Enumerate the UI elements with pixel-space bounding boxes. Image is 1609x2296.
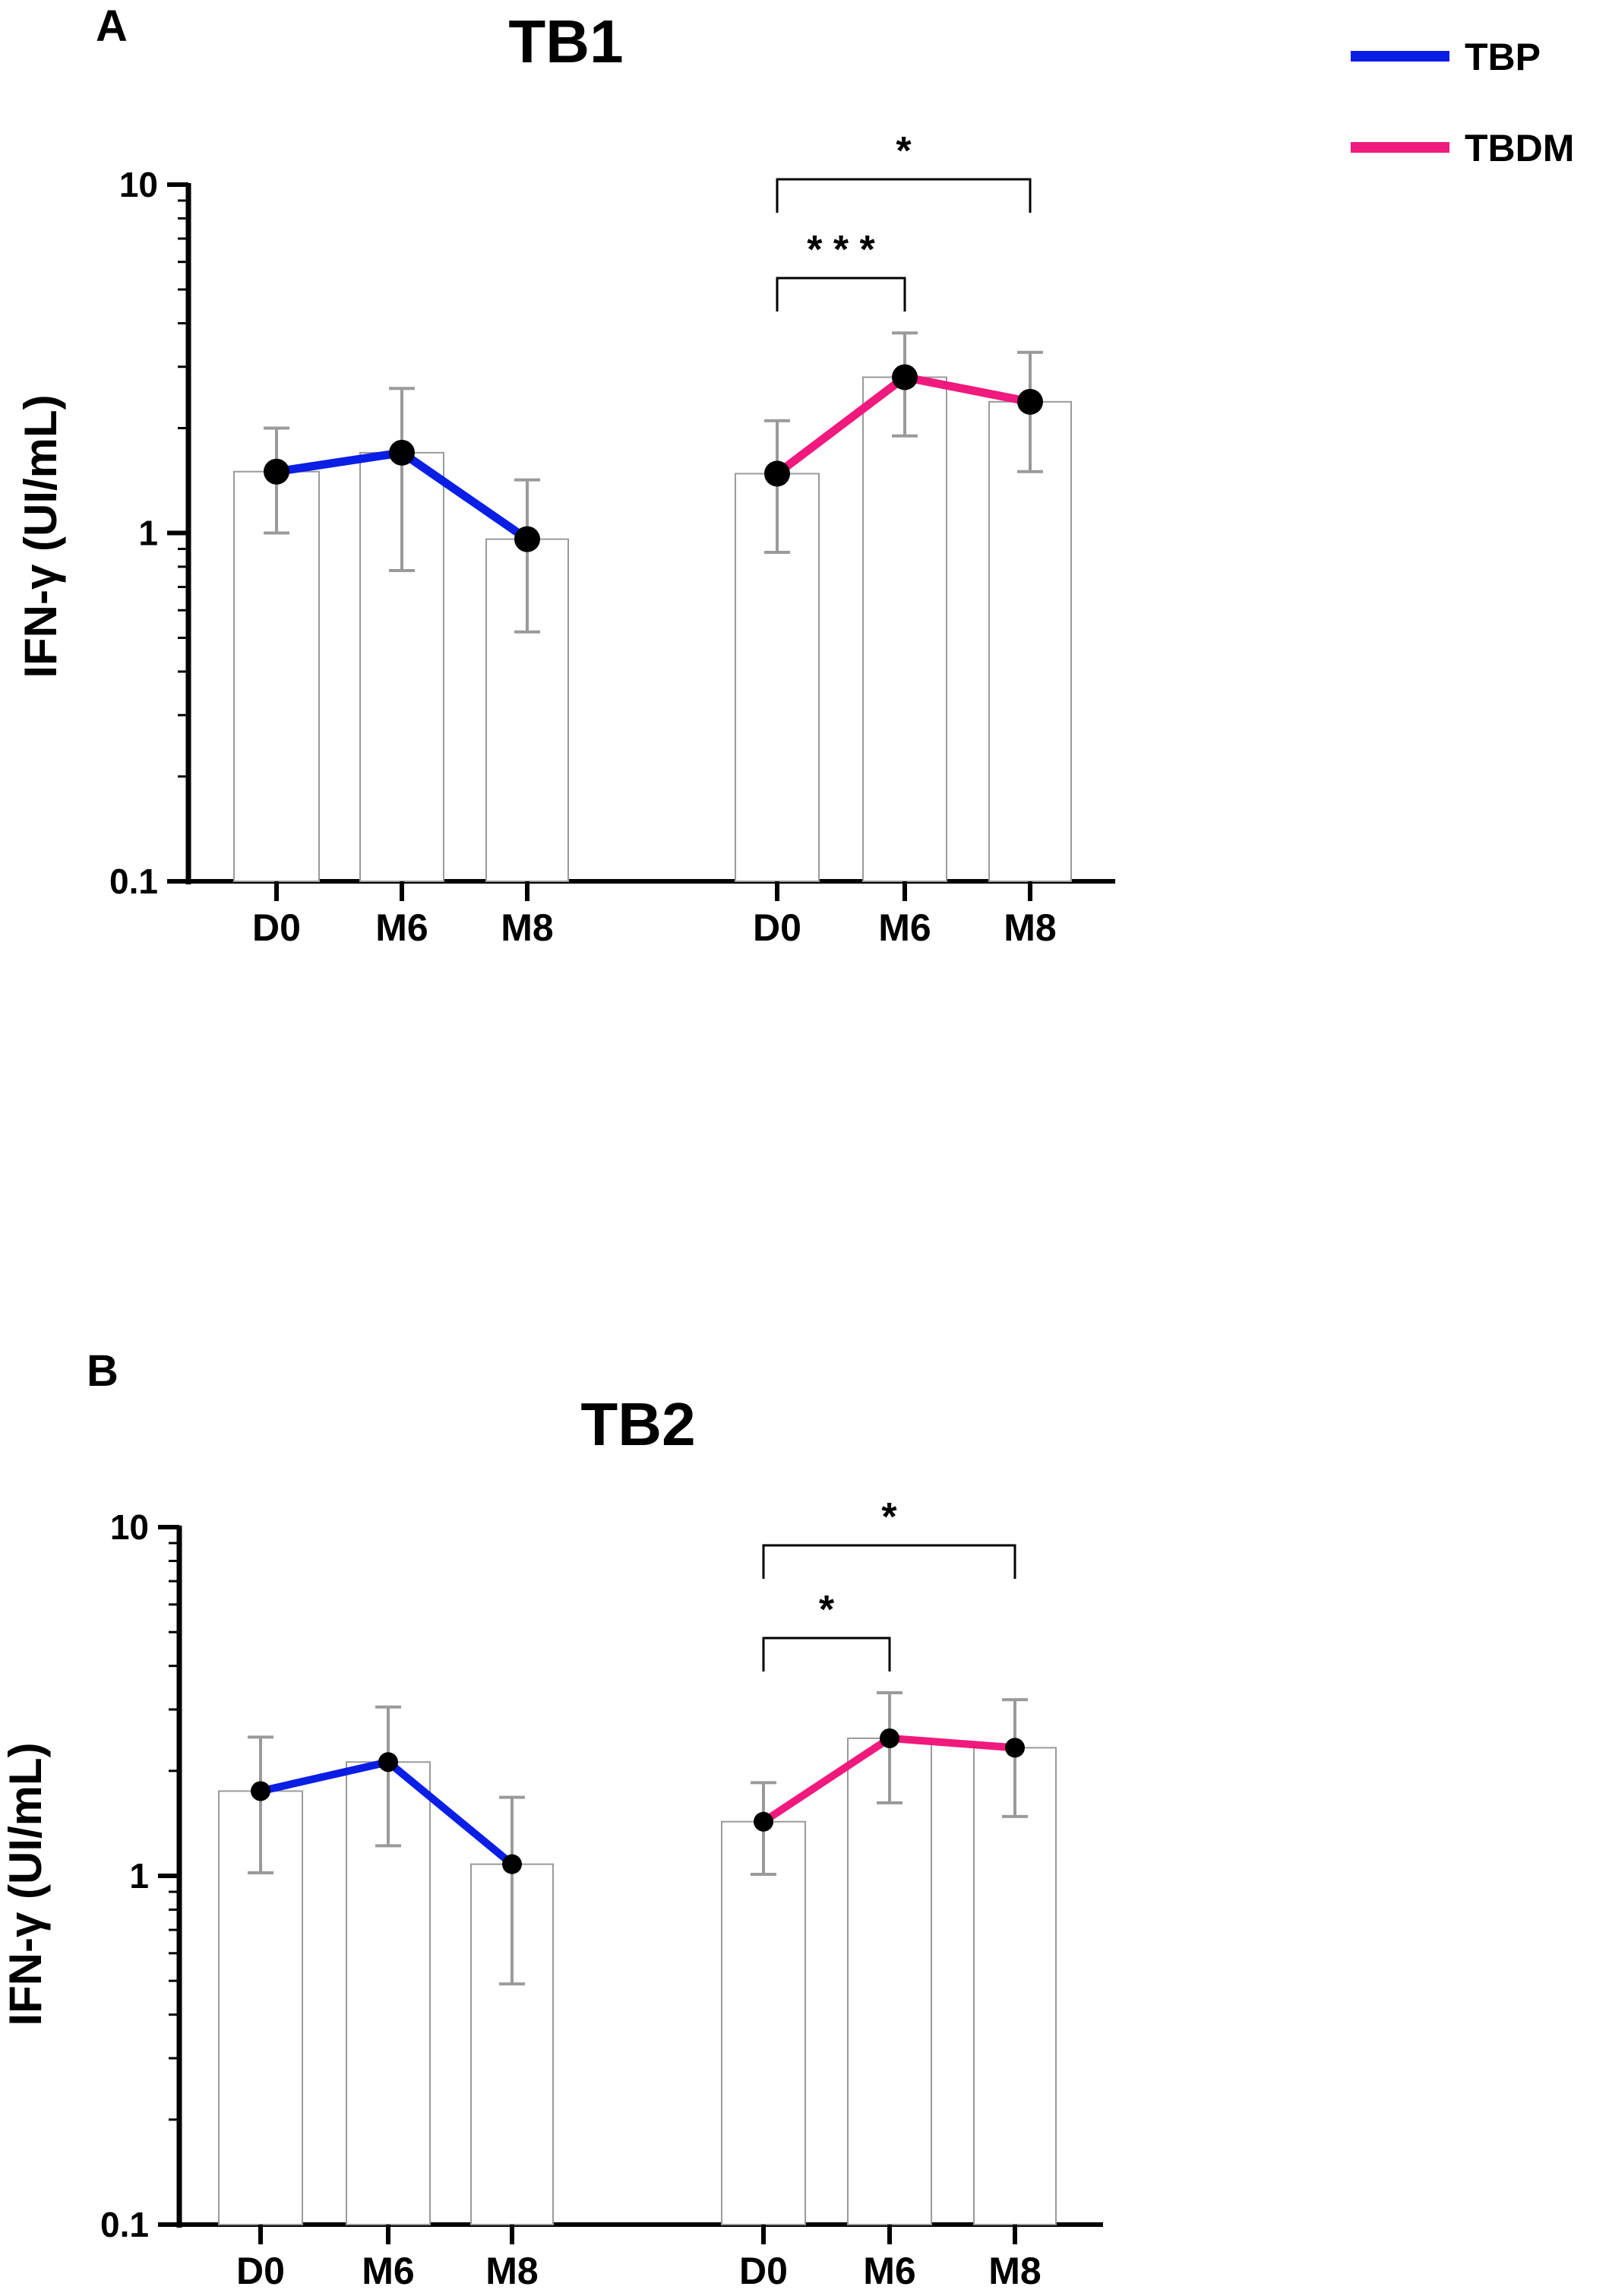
y-tick-label: 1 bbox=[129, 1856, 149, 1896]
x-tick-label: M6 bbox=[863, 2250, 915, 2292]
data-point-tbdm-d0 bbox=[764, 460, 790, 486]
y-axis-label: IFN-γ (UI/mL) bbox=[0, 1742, 51, 2026]
y-tick-label: 0.1 bbox=[100, 2205, 149, 2244]
data-point-tbp-d0 bbox=[264, 459, 289, 485]
bracket-line bbox=[763, 1638, 890, 1671]
y-axis-label: IFN-γ (UI/mL) bbox=[15, 394, 66, 678]
data-point-tbp-m8 bbox=[514, 527, 540, 552]
data-point-tbp-m6 bbox=[389, 440, 415, 466]
data-point-tbdm-m8 bbox=[1017, 389, 1043, 415]
y-tick-label: 0.1 bbox=[109, 862, 158, 901]
chart-title: TB2 bbox=[580, 1390, 695, 1458]
significance-bracket: * bbox=[763, 1495, 1015, 1579]
data-point-tbdm-m8 bbox=[1005, 1738, 1025, 1757]
significance-bracket: * * * bbox=[777, 228, 905, 312]
bar-tbdm-m6 bbox=[863, 377, 947, 881]
significance-label: * * * bbox=[807, 228, 875, 272]
y-tick-label: 10 bbox=[110, 1507, 149, 1547]
bar-tbdm-m8 bbox=[974, 1747, 1056, 2225]
panel-letter: A bbox=[96, 2, 128, 51]
chart-title: TB1 bbox=[508, 8, 623, 75]
data-point-tbp-d0 bbox=[251, 1781, 270, 1801]
significance-label: * bbox=[881, 1495, 897, 1539]
bracket-line bbox=[777, 278, 905, 312]
y-tick-label: 1 bbox=[138, 514, 158, 553]
bar-tbdm-d0 bbox=[722, 1822, 805, 2225]
legend-label-tbdm: TBDM bbox=[1465, 127, 1574, 169]
plot-area: 0.1 1 10 D0 M6 M8 D0 M6 M8 * * bbox=[100, 1495, 1103, 2292]
significance-bracket: * bbox=[763, 1588, 890, 1671]
figure: TBP TBDM A TB1 IFN-γ (UI/mL) 0.1 1 10 D0 M6 M… bbox=[0, 0, 1609, 2296]
x-tick-label: D0 bbox=[753, 906, 801, 949]
significance-label: * bbox=[819, 1588, 835, 1632]
data-point-tbdm-m6 bbox=[880, 1728, 899, 1748]
bar-tbdm-m8 bbox=[989, 402, 1071, 881]
x-tick-label: M6 bbox=[362, 2250, 414, 2292]
y-tick-label: 10 bbox=[119, 165, 158, 204]
data-point-tbdm-m6 bbox=[892, 364, 918, 390]
bar-tbdm-m6 bbox=[848, 1738, 931, 2225]
significance-bracket: * bbox=[777, 129, 1030, 213]
significance-label: * bbox=[896, 129, 912, 173]
plot-area: 0.1 1 10 D0 M6 M8 D0 M6 M8 * * * * bbox=[109, 129, 1115, 949]
panel-letter: B bbox=[87, 1346, 119, 1396]
x-tick-label: M8 bbox=[1004, 906, 1056, 949]
x-tick-label: D0 bbox=[739, 2250, 788, 2292]
bracket-line bbox=[777, 179, 1030, 213]
bracket-line bbox=[763, 1545, 1015, 1579]
x-tick-label: M8 bbox=[501, 906, 553, 949]
x-tick-label: M8 bbox=[988, 2250, 1041, 2292]
chart-panel-b: B TB2 IFN-γ (UI/mL) 0.1 1 10 D0 M6 M8 D0 M6 M8 * * bbox=[0, 1346, 1103, 2292]
legend: TBP TBDM bbox=[1351, 36, 1574, 169]
data-point-tbdm-d0 bbox=[754, 1812, 773, 1832]
data-point-tbp-m8 bbox=[502, 1855, 522, 1874]
x-tick-label: D0 bbox=[236, 2250, 285, 2292]
x-tick-label: M6 bbox=[878, 906, 931, 949]
data-point-tbp-m6 bbox=[378, 1752, 398, 1772]
chart-panel-a: A TB1 IFN-γ (UI/mL) 0.1 1 10 D0 M6 M8 D0 M6 M8 * … bbox=[15, 2, 1115, 949]
x-tick-label: D0 bbox=[252, 906, 301, 949]
x-tick-label: M8 bbox=[485, 2250, 538, 2292]
x-tick-label: M6 bbox=[375, 906, 428, 949]
legend-label-tbp: TBP bbox=[1465, 36, 1541, 78]
